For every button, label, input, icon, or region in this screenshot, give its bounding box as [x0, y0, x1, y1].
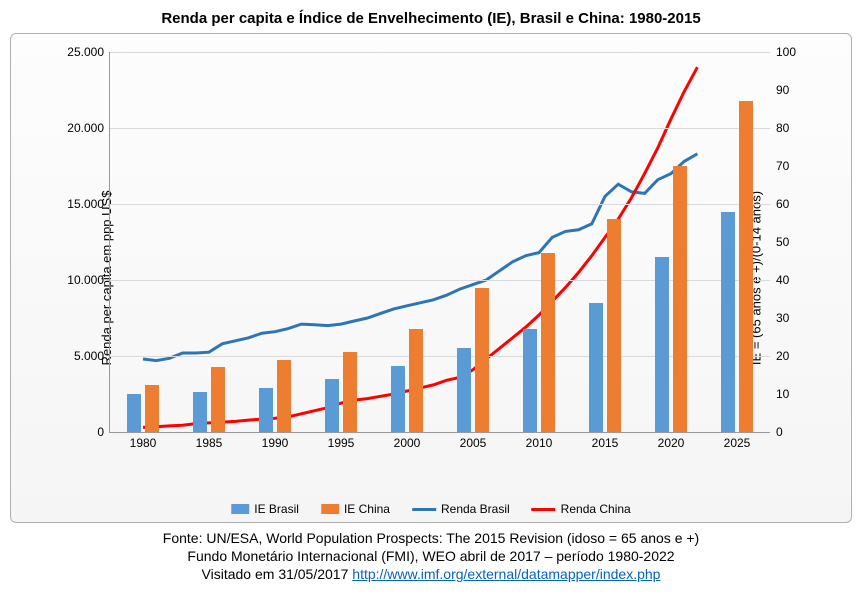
bar-ie-china — [277, 360, 291, 432]
footer-text: Visitado em 31/05/2017 — [202, 566, 353, 582]
legend-label: Renda Brasil — [441, 502, 510, 516]
line-layer — [110, 52, 770, 432]
bar-ie-china — [673, 166, 687, 432]
bar-ie-china — [343, 352, 357, 432]
legend: IE Brasil IE China Renda Brasil Renda Ch… — [231, 502, 630, 516]
legend-label: Renda China — [561, 502, 631, 516]
xtick: 2000 — [394, 432, 421, 450]
ytick-right: 60 — [770, 197, 789, 211]
bar-ie-brasil — [259, 388, 273, 432]
ytick-right: 100 — [770, 45, 796, 59]
ytick-right: 80 — [770, 121, 789, 135]
bar-ie-china — [541, 253, 555, 432]
ytick-left: 10.000 — [67, 273, 110, 287]
ytick-right: 0 — [770, 425, 783, 439]
xtick: 2010 — [526, 432, 553, 450]
bar-ie-china — [607, 219, 621, 432]
xtick: 2015 — [592, 432, 619, 450]
source-link[interactable]: http://www.imf.org/external/datamapper/i… — [352, 566, 660, 582]
ytick-right: 20 — [770, 349, 789, 363]
legend-label: IE China — [344, 502, 390, 516]
xtick: 1990 — [262, 432, 289, 450]
ytick-left: 15.000 — [67, 197, 110, 211]
bar-ie-brasil — [457, 348, 471, 432]
legend-line-icon — [532, 508, 556, 511]
footer-line: Visitado em 31/05/2017 http://www.imf.or… — [10, 565, 852, 583]
bar-ie-brasil — [721, 212, 735, 432]
chart-container: Renda per capita e Índice de Envelhecime… — [10, 10, 852, 584]
legend-swatch-icon — [321, 504, 339, 514]
legend-line-icon — [412, 508, 436, 511]
bar-ie-china — [211, 367, 225, 432]
bar-ie-brasil — [589, 303, 603, 432]
ytick-left: 25.000 — [67, 45, 110, 59]
legend-ie-china: IE China — [321, 502, 390, 516]
bar-ie-china — [739, 101, 753, 432]
bar-ie-china — [409, 329, 423, 432]
ytick-right: 40 — [770, 273, 789, 287]
bar-ie-brasil — [325, 379, 339, 432]
xtick: 1980 — [130, 432, 157, 450]
ytick-right: 30 — [770, 311, 789, 325]
bar-ie-brasil — [193, 392, 207, 432]
ytick-left: 20.000 — [67, 121, 110, 135]
footer-line: Fonte: UN/ESA, World Population Prospect… — [10, 529, 852, 547]
legend-swatch-icon — [231, 504, 249, 514]
bar-ie-brasil — [655, 257, 669, 432]
legend-renda-china: Renda China — [532, 502, 631, 516]
xtick: 2020 — [658, 432, 685, 450]
ytick-right: 50 — [770, 235, 789, 249]
xtick: 1985 — [196, 432, 223, 450]
bar-ie-brasil — [523, 329, 537, 432]
ytick-left: 0 — [97, 425, 110, 439]
footer-line: Fundo Monetário Internacional (FMI), WEO… — [10, 547, 852, 565]
legend-ie-brasil: IE Brasil — [231, 502, 299, 516]
bar-ie-brasil — [127, 394, 141, 432]
ytick-right: 90 — [770, 83, 789, 97]
ytick-left: 5.000 — [74, 349, 110, 363]
ytick-right: 70 — [770, 159, 789, 173]
bar-ie-brasil — [391, 366, 405, 433]
plot-wrapper: Renda per capita em ppp US$ IE = (65 ano… — [10, 33, 852, 523]
bar-ie-china — [475, 288, 489, 432]
xtick: 2005 — [460, 432, 487, 450]
legend-label: IE Brasil — [254, 502, 299, 516]
ytick-right: 10 — [770, 387, 789, 401]
footer: Fonte: UN/ESA, World Population Prospect… — [10, 529, 852, 584]
plot-area: 05.00010.00015.00020.00025.0000102030405… — [109, 52, 770, 433]
xtick: 2025 — [724, 432, 751, 450]
chart-title: Renda per capita e Índice de Envelhecime… — [10, 10, 852, 27]
bar-ie-china — [145, 385, 159, 433]
xtick: 1995 — [328, 432, 355, 450]
legend-renda-brasil: Renda Brasil — [412, 502, 510, 516]
